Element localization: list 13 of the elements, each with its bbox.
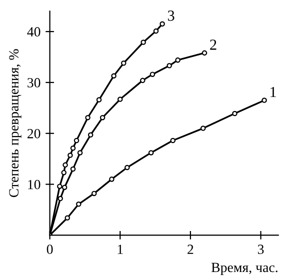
y-tick-label: 20 (28, 128, 40, 138)
series-label: 1 (270, 86, 276, 98)
series-label: 3 (168, 10, 174, 21)
y-axis-title: Степень превращения, % (9, 49, 22, 198)
y-tick-label: 30 (28, 78, 40, 88)
series-label: 2 (210, 40, 216, 50)
y-tick-label: 10 (28, 180, 40, 190)
x-tick-label: 3 (258, 244, 264, 254)
x-tick-label: 1 (118, 244, 123, 254)
y-tick-label: 40 (27, 27, 40, 37)
x-axis-title: Время, час. (211, 262, 278, 275)
x-tick-label: 2 (188, 244, 194, 254)
x-tick-label: 0 (46, 244, 53, 254)
